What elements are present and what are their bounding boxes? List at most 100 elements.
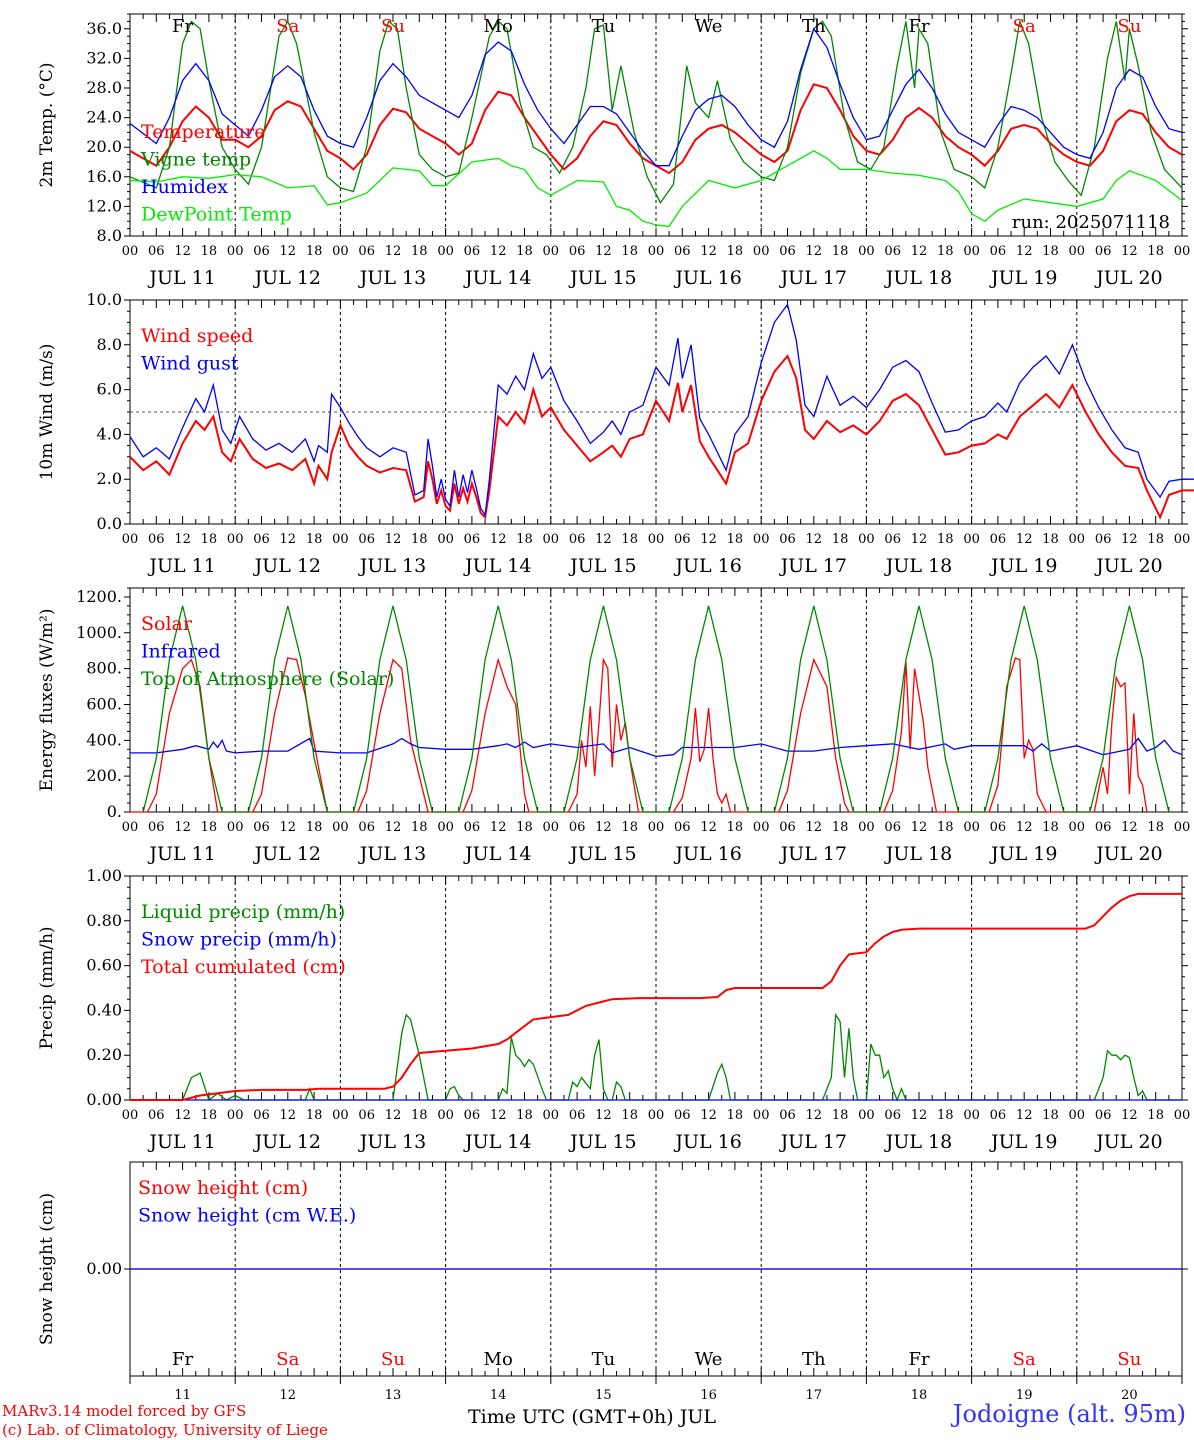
hour-tick-label: 00: [543, 1108, 560, 1123]
weekday-label: Fr: [908, 16, 929, 37]
hour-tick-label: 06: [148, 820, 165, 835]
hour-tick-label: 18: [621, 820, 638, 835]
date-label: JUL 15: [568, 267, 636, 289]
hour-tick-label: 06: [990, 1108, 1007, 1123]
hour-tick-label: 18: [1147, 1108, 1164, 1123]
hour-tick-label: 12: [700, 820, 717, 835]
date-label: JUL 16: [673, 555, 741, 577]
x-ticks: [129, 14, 1183, 236]
hour-tick-label: 06: [1095, 244, 1112, 259]
hour-tick-label: 00: [648, 820, 665, 835]
date-label: JUL 18: [884, 267, 952, 289]
series-line: [142, 605, 1170, 813]
hour-tick-label: 12: [806, 532, 823, 547]
date-label: JUL 12: [253, 267, 321, 289]
date-label: JUL 11: [147, 1131, 215, 1153]
hour-tick-label: 06: [253, 532, 270, 547]
hour-tick-label: 06: [569, 820, 586, 835]
hour-tick-label: 18: [1042, 820, 1059, 835]
date-label: JUL 19: [989, 555, 1057, 577]
date-label: JUL 19: [989, 267, 1057, 289]
legend-entry: Vigne temp: [140, 149, 251, 171]
hour-tick-label: 06: [569, 244, 586, 259]
hour-tick-label: 18: [832, 1108, 849, 1123]
y-ticks: [124, 875, 1188, 1101]
date-label: JUL 15: [568, 843, 636, 865]
hour-tick-label: 00: [753, 244, 770, 259]
hour-tick-label: 00: [1069, 244, 1086, 259]
series-line: [129, 354, 1194, 520]
weekday-label: Th: [802, 16, 826, 37]
y-axis-label: 2m Temp. (°C): [37, 62, 57, 187]
legend-entry: Wind speed: [141, 325, 253, 347]
date-label: JUL 20: [1094, 267, 1162, 289]
hour-tick-label: 12: [1016, 532, 1033, 547]
hour-tick-label: 18: [727, 532, 744, 547]
hour-tick-label: 00: [753, 820, 770, 835]
weekday-label: Fr: [172, 1349, 193, 1370]
hour-tick-label: 18: [201, 820, 218, 835]
hour-tick-label: 18: [516, 532, 533, 547]
hour-tick-label: 06: [1095, 1108, 1112, 1123]
series-line: [129, 27, 1183, 167]
hour-tick-label: 00: [332, 532, 349, 547]
weekday-label: Sa: [276, 16, 299, 37]
hour-tick-label: 12: [1121, 532, 1138, 547]
y-tick-label: 0.: [107, 802, 122, 821]
date-label: JUL 11: [147, 267, 215, 289]
date-label: JUL 16: [673, 843, 741, 865]
y-tick-label: 200.: [86, 766, 122, 785]
series-line: [129, 150, 1183, 228]
hour-tick-label: 00: [437, 1108, 454, 1123]
hour-tick-label: 00: [963, 244, 980, 259]
y-tick-label: 0.40: [86, 1000, 122, 1019]
hour-tick-label: 00: [332, 1108, 349, 1123]
hour-tick-label: 18: [937, 532, 954, 547]
day-number-label: 14: [490, 1388, 507, 1403]
y-tick-label: 0.0: [97, 514, 122, 533]
panel-2: [124, 299, 1194, 525]
hour-tick-label: 00: [858, 820, 875, 835]
hour-tick-label: 18: [516, 820, 533, 835]
hour-tick-label: 00: [963, 820, 980, 835]
day-number-label: 20: [1121, 1388, 1138, 1403]
hour-tick-label: 00: [648, 532, 665, 547]
hour-tick-label: 06: [464, 820, 481, 835]
hour-tick-label: 00: [648, 1108, 665, 1123]
hour-tick-label: 00: [753, 1108, 770, 1123]
day-ticks: [129, 1376, 1183, 1384]
date-label: JUL 11: [147, 843, 215, 865]
legend-entry: Temperature: [141, 121, 265, 143]
hour-tick-label: 18: [832, 244, 849, 259]
hour-tick-label: 12: [490, 820, 507, 835]
hour-tick-label: 18: [201, 532, 218, 547]
y-tick-label: 0.80: [86, 911, 122, 930]
date-label: JUL 12: [253, 555, 321, 577]
hour-tick-label: 00: [1069, 1108, 1086, 1123]
hour-tick-label: 06: [253, 1108, 270, 1123]
hour-tick-label: 00: [648, 244, 665, 259]
date-label: JUL 20: [1094, 555, 1162, 577]
hour-tick-label: 12: [385, 244, 402, 259]
hour-tick-label: 12: [174, 532, 191, 547]
panel-5: [124, 1161, 1188, 1384]
day-number-label: 15: [595, 1388, 612, 1403]
hour-tick-label: 00: [963, 532, 980, 547]
panel-3: [124, 587, 1188, 813]
hour-tick-label: 00: [543, 532, 560, 547]
hour-tick-label: 06: [464, 1108, 481, 1123]
hour-tick-label: 00: [122, 1108, 139, 1123]
hour-tick-label: 18: [306, 532, 323, 547]
weekday-label: Sa: [1013, 1349, 1036, 1370]
hour-tick-label: 18: [306, 1108, 323, 1123]
panel-4: [124, 875, 1188, 1102]
hour-tick-label: 06: [884, 1108, 901, 1123]
hour-tick-label: 12: [1016, 820, 1033, 835]
hour-tick-label: 12: [1121, 1108, 1138, 1123]
weekday-label: Su: [381, 1349, 405, 1370]
legend-entry: DewPoint Temp: [141, 204, 292, 226]
hour-tick-label: 00: [543, 820, 560, 835]
date-label: JUL 14: [463, 843, 531, 865]
weekday-label: Th: [802, 1349, 826, 1370]
hour-tick-label: 06: [253, 244, 270, 259]
